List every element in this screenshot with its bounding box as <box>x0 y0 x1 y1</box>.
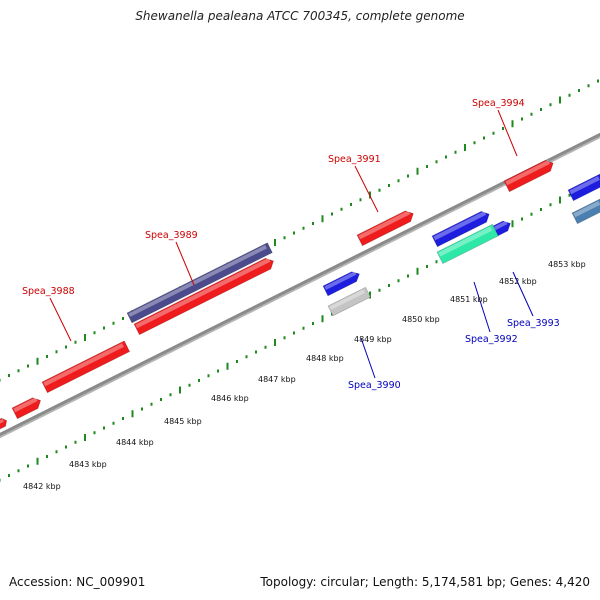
gene-body <box>571 198 600 225</box>
gene-highlight <box>569 176 600 195</box>
gene-feature <box>567 173 600 202</box>
gene-label: Spea_3988 <box>22 286 75 297</box>
gene-feature <box>436 223 499 265</box>
kbp-label: 4844 kbp <box>116 438 154 447</box>
gene-label: Spea_3991 <box>328 154 381 165</box>
gene-body <box>436 223 499 265</box>
kbp-label: 4849 kbp <box>354 335 392 344</box>
gene-feature <box>0 417 8 431</box>
map-title: Shewanella pealeana ATCC 700345, complet… <box>135 9 465 23</box>
gene-feature <box>126 242 273 324</box>
gene-highlight <box>135 257 271 329</box>
kbp-label: 4848 kbp <box>306 354 344 363</box>
gene-feature <box>327 286 371 317</box>
backbone-line <box>0 132 600 437</box>
gene-highlight <box>329 289 366 310</box>
gene-feature <box>133 257 274 336</box>
gene-label: Spea_3992 <box>465 334 518 345</box>
lower-tick-track <box>0 179 599 482</box>
kbp-label: 4851 kbp <box>450 295 488 304</box>
gene-highlight <box>358 210 411 240</box>
gene-label: Spea_3990 <box>348 380 401 391</box>
gene-label: Spea_3993 <box>507 318 560 329</box>
gene-highlight <box>505 159 551 186</box>
kbp-label: 4843 kbp <box>69 460 107 469</box>
accession-text: Accession: NC_009901 <box>9 575 146 589</box>
gene-highlight <box>438 226 493 257</box>
gene-body <box>327 286 371 317</box>
kbp-label: 4846 kbp <box>211 394 249 403</box>
gene-track <box>0 159 600 431</box>
gene-label: Spea_3994 <box>472 98 525 109</box>
leader-line <box>497 109 518 157</box>
gene-body <box>431 211 490 248</box>
topology-text: Topology: circular; Length: 5,174,581 bp… <box>260 575 590 589</box>
gene-body <box>503 160 554 193</box>
gene-feature <box>503 159 554 193</box>
leader-line <box>354 165 379 213</box>
gene-body <box>356 210 414 247</box>
gene-highlight <box>492 220 508 231</box>
label-leaders <box>49 109 534 379</box>
gene-highlight <box>324 271 357 290</box>
kbp-label: 4850 kbp <box>402 315 440 324</box>
gene-body <box>322 271 360 297</box>
gene-feature <box>356 210 414 247</box>
gene-highlight <box>13 397 38 413</box>
gene-feature <box>431 210 490 248</box>
gene-highlight <box>128 245 267 317</box>
gene-body <box>41 340 131 394</box>
leader-line <box>360 337 376 379</box>
kbp-label: 4845 kbp <box>164 417 202 426</box>
gene-body <box>126 242 273 324</box>
gene-label: Spea_3989 <box>145 230 198 241</box>
gene-body <box>0 417 8 431</box>
gene-highlight <box>43 343 124 387</box>
gene-labels: Spea_3988 Spea_3989 Spea_3991 Spea_3994 Spea… <box>22 98 560 391</box>
gene-body <box>567 173 600 202</box>
leader-line <box>175 241 195 286</box>
kbp-label: 4847 kbp <box>258 375 296 384</box>
gene-body <box>11 397 42 420</box>
leader-line <box>49 297 72 342</box>
gene-feature <box>322 271 360 297</box>
gene-highlight <box>0 418 4 426</box>
gene-highlight <box>433 210 487 241</box>
gene-highlight <box>573 200 600 218</box>
gene-feature <box>571 198 600 225</box>
leader-line <box>512 271 534 317</box>
gene-feature <box>11 397 42 420</box>
gene-body <box>133 257 274 336</box>
leader-line <box>473 281 491 333</box>
kbp-label: 4853 kbp <box>548 260 586 269</box>
genome-backbone <box>0 132 600 439</box>
gene-feature <box>41 340 131 394</box>
kbp-labels: 4842 kbp 4843 kbp 4844 kbp 4845 kbp 4846 kbp… <box>23 260 586 491</box>
kbp-label: 4842 kbp <box>23 482 61 491</box>
kbp-label: 4852 kbp <box>499 277 537 286</box>
